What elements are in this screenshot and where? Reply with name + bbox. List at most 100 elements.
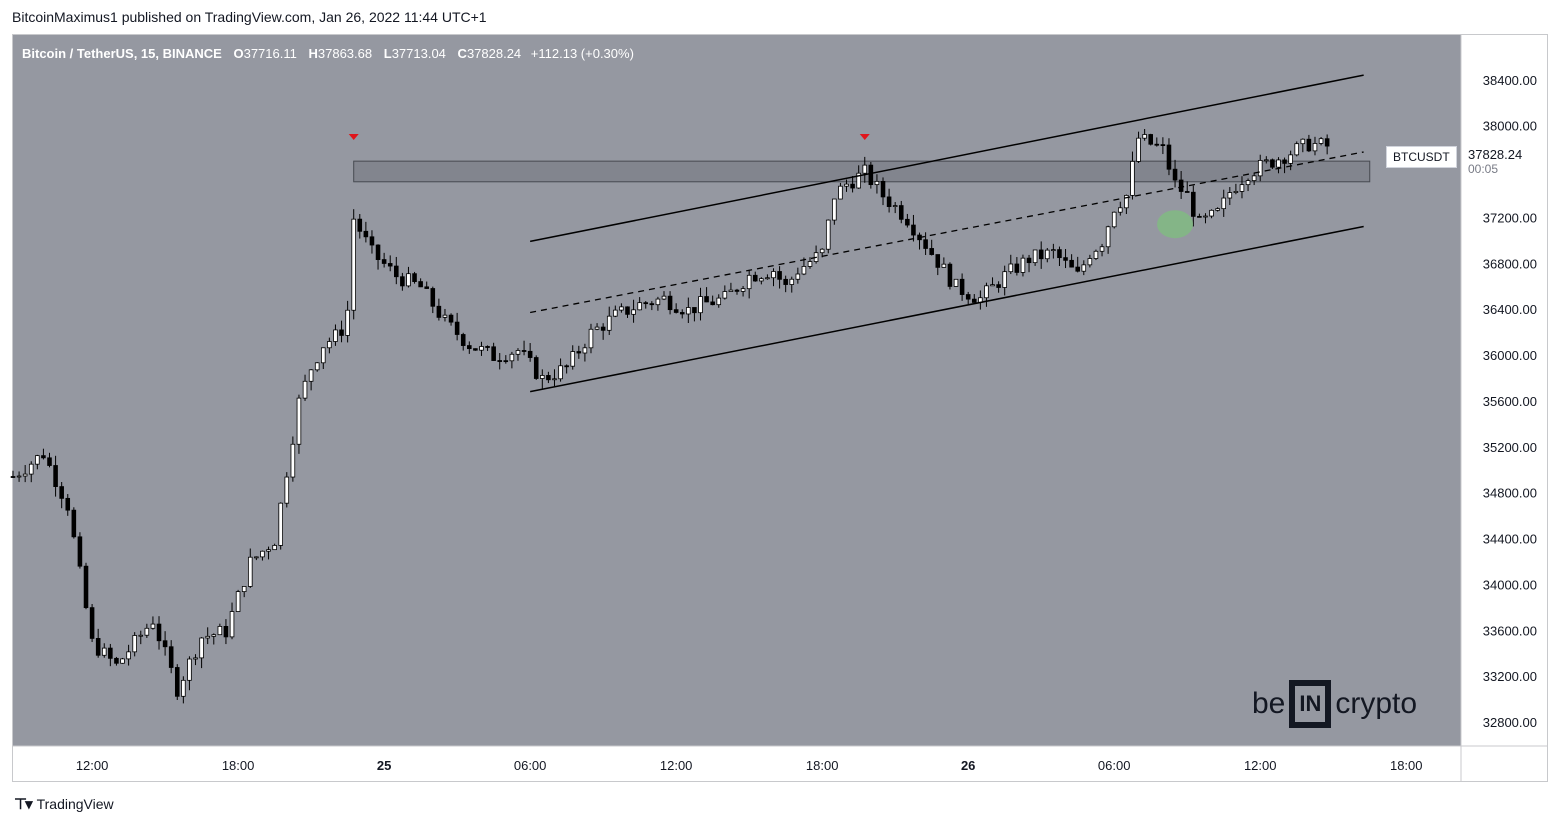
bear-candle <box>667 295 673 311</box>
price-tick-label: 37200.00 <box>1483 210 1537 225</box>
bear-candle <box>643 302 649 305</box>
bear-candle <box>880 180 886 198</box>
bull-candle <box>1300 138 1306 145</box>
bull-candle <box>406 273 411 287</box>
legend-close: 37828.24 <box>466 46 522 61</box>
currency-badge[interactable]: USDT <box>1485 43 1530 61</box>
symbol-tag: BTCUSDT <box>1386 146 1457 168</box>
bull-candle <box>552 378 557 381</box>
bear-candle <box>47 457 52 466</box>
bull-candle <box>1294 143 1300 156</box>
bull-candle <box>229 611 235 638</box>
bear-candle <box>1178 179 1184 192</box>
bull-candle <box>1081 264 1087 272</box>
bear-candle <box>1148 134 1154 145</box>
legend-open: 37716.11 <box>243 46 297 61</box>
tradingview-logo-icon: ⊤▾ <box>14 796 33 813</box>
channel-lower-line <box>529 225 1364 393</box>
bear-candle <box>673 309 679 313</box>
bear-candle <box>430 288 436 307</box>
bull-candle <box>892 205 898 207</box>
bear-candle <box>497 360 503 362</box>
bear-candle <box>59 486 64 499</box>
bear-candle <box>381 259 387 264</box>
bear-candle <box>412 273 417 282</box>
bull-candle <box>1008 263 1014 273</box>
bar-countdown: 00:05 <box>1468 162 1499 176</box>
bear-candle <box>533 357 539 379</box>
bull-candle <box>132 635 137 653</box>
bear-candle <box>1038 249 1044 260</box>
publish-line: BitcoinMaximus1 published on TradingView… <box>12 9 487 25</box>
bear-candle <box>1154 143 1160 146</box>
bear-candle <box>10 476 16 478</box>
bull-candle <box>1239 184 1245 192</box>
bull-candle <box>819 248 825 254</box>
bull-candle <box>1264 159 1269 162</box>
bear-candle <box>357 218 363 232</box>
bull-candle <box>722 291 728 299</box>
bull-candle <box>193 657 198 660</box>
legend-low-label: L <box>383 46 392 61</box>
bear-candle <box>491 346 496 361</box>
bull-candle <box>205 635 210 639</box>
bull-candle <box>1233 190 1239 193</box>
bull-candle <box>211 634 217 637</box>
plot-background <box>13 35 1461 746</box>
legend-close-label: C <box>457 46 467 61</box>
bear-candle <box>1306 138 1312 152</box>
bear-candle <box>649 303 655 306</box>
bear-candle <box>89 607 95 639</box>
price-tick-label: 35600.00 <box>1483 394 1537 409</box>
time-tick-label: 25 <box>377 758 391 773</box>
time-tick-label: 12:00 <box>1244 758 1277 773</box>
bear-candle <box>174 667 180 697</box>
bull-candle <box>254 556 259 559</box>
bull-candle <box>22 473 28 477</box>
time-tick-label: 06:00 <box>1098 758 1131 773</box>
bear-candle <box>400 276 405 287</box>
bull-candle <box>856 172 861 189</box>
bull-candle <box>1118 207 1123 213</box>
legend-open-label: O <box>233 46 244 61</box>
bull-candle <box>1044 249 1050 260</box>
time-tick-label: 18:00 <box>222 758 255 773</box>
last-price: 37828.24 <box>1468 147 1523 162</box>
bull-candle <box>241 586 247 593</box>
bull-candle <box>144 627 150 636</box>
logo-text-right: crypto <box>1335 687 1418 720</box>
bull-candle <box>637 302 642 311</box>
legend-symbol: Bitcoin / TetherUS, 15, BINANCE <box>22 46 222 61</box>
bull-candle <box>661 295 667 300</box>
bear-candle <box>114 657 119 664</box>
legend-change: +112.13 (+0.30%) <box>530 46 634 61</box>
bear-candle <box>108 647 113 659</box>
bear-candle <box>436 305 442 318</box>
bull-candle <box>327 341 332 349</box>
bull-candle <box>320 347 326 364</box>
resistance-marker-icon <box>348 133 359 140</box>
price-tick-label: 36000.00 <box>1483 348 1537 363</box>
time-tick-label: 06:00 <box>514 758 547 773</box>
bear-candle <box>898 205 904 220</box>
bull-candle <box>1002 271 1007 288</box>
support-retest-highlight <box>1157 210 1194 239</box>
bull-candle <box>272 545 277 551</box>
bear-candle <box>1166 144 1172 170</box>
bear-candle <box>369 236 375 246</box>
price-tick-label: 36400.00 <box>1483 302 1537 317</box>
bull-candle <box>941 263 947 268</box>
bull-candle <box>1099 246 1105 252</box>
bull-candle <box>515 350 521 355</box>
bull-candle <box>1032 249 1038 264</box>
bull-candle <box>16 475 22 478</box>
bull-candle <box>588 328 594 349</box>
bull-candle <box>1209 209 1214 217</box>
footer[interactable]: ⊤▾ TradingView <box>14 795 114 813</box>
bull-candle <box>1111 211 1117 228</box>
bull-candle <box>771 271 776 279</box>
bear-candle <box>886 196 892 207</box>
price-tick-label: 38400.00 <box>1483 73 1537 88</box>
bull-candle <box>1130 161 1135 196</box>
